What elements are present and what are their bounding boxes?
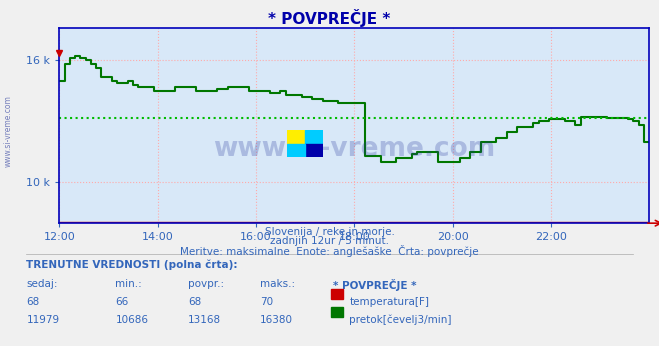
Text: pretok[čevelj3/min]: pretok[čevelj3/min] [349, 315, 452, 325]
Text: www.si-vreme.com: www.si-vreme.com [3, 95, 13, 167]
Text: 10686: 10686 [115, 315, 148, 325]
Text: povpr.:: povpr.: [188, 279, 224, 289]
Bar [304, 144, 323, 157]
Text: 11979: 11979 [26, 315, 59, 325]
Text: zadnjih 12ur / 5 minut.: zadnjih 12ur / 5 minut. [270, 236, 389, 246]
Bar [287, 130, 304, 144]
Text: maks.:: maks.: [260, 279, 295, 289]
Text: * POVPREČJE *: * POVPREČJE * [333, 279, 416, 291]
Text: 66: 66 [115, 297, 129, 307]
Text: 68: 68 [26, 297, 40, 307]
Text: 70: 70 [260, 297, 273, 307]
Text: TRENUTNE VREDNOSTI (polna črta):: TRENUTNE VREDNOSTI (polna črta): [26, 260, 238, 270]
Text: sedaj:: sedaj: [26, 279, 58, 289]
Bar [287, 144, 304, 157]
Text: Meritve: maksimalne  Enote: anglešaške  Črta: povprečje: Meritve: maksimalne Enote: anglešaške Čr… [180, 245, 479, 257]
Text: min.:: min.: [115, 279, 142, 289]
Text: 16380: 16380 [260, 315, 293, 325]
Text: 13168: 13168 [188, 315, 221, 325]
Text: * POVPREČJE *: * POVPREČJE * [268, 9, 391, 27]
Text: 68: 68 [188, 297, 201, 307]
Bar [304, 130, 323, 144]
Text: Slovenija / reke in morje.: Slovenija / reke in morje. [264, 227, 395, 237]
Text: www.si-vreme.com: www.si-vreme.com [213, 136, 496, 162]
Text: temperatura[F]: temperatura[F] [349, 297, 429, 307]
